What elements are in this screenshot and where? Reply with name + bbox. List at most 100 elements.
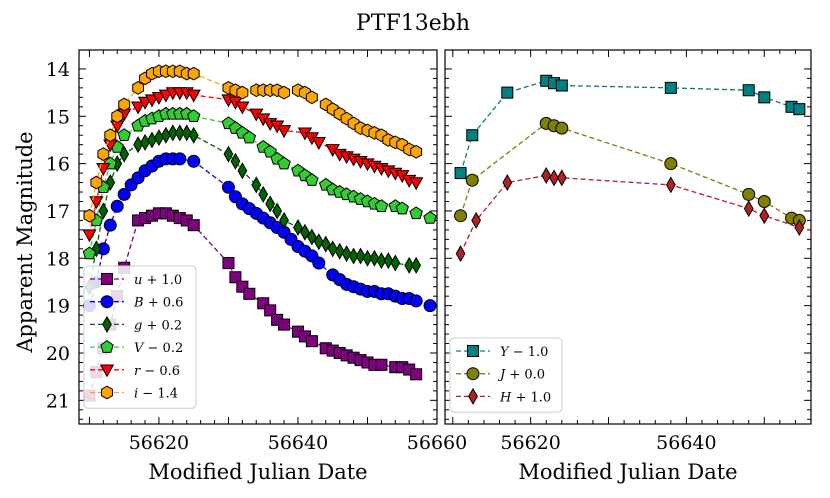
data-point (502, 174, 513, 192)
data-point (257, 297, 270, 310)
legend-marker (100, 340, 114, 353)
data-point (154, 129, 164, 147)
legend-marker (100, 272, 114, 286)
x-tick-label: 56620 (500, 432, 560, 454)
data-point (313, 233, 324, 251)
legend-label: H + 1.0 (499, 390, 551, 405)
data-point (409, 177, 424, 191)
legend-item-v-0-2: V − 0.2 (90, 340, 183, 356)
optical-legend: u + 1.0 B + 0.6 g + 0.2 V − 0.2 r − 0.6 i − 1… (83, 265, 197, 409)
x-tick-label: 56640 (656, 432, 716, 454)
data-point (251, 176, 262, 194)
data-point (133, 136, 143, 154)
data-point (293, 219, 303, 237)
data-point (118, 97, 131, 112)
series-i-1-4 (83, 64, 423, 223)
data-point (758, 91, 771, 104)
data-point (278, 318, 291, 331)
data-point (187, 219, 200, 232)
y-tick-label: 17 (46, 201, 70, 223)
infrared-x-axis-label: Modified Julian Date (518, 460, 737, 484)
data-point (83, 208, 96, 223)
legend-label: Y − 1.0 (500, 345, 548, 360)
chart-title: PTF13ebh (356, 11, 470, 36)
y-tick-label: 15 (46, 106, 70, 128)
infrared-frame (444, 49, 812, 425)
data-point (82, 229, 97, 243)
data-point (664, 157, 678, 171)
data-point (743, 200, 754, 218)
data-point (334, 242, 345, 260)
y-axis-label: Apparent Magnitude (13, 131, 37, 353)
data-point (111, 109, 124, 124)
legend-item-b-0-6: B + 0.6 (90, 295, 183, 311)
data-point (793, 103, 806, 116)
data-point (327, 240, 338, 258)
y-tick-label: 18 (46, 248, 70, 270)
data-point (140, 133, 150, 151)
data-point (471, 211, 482, 229)
data-point (263, 144, 277, 158)
data-point (555, 121, 569, 135)
legend-marker (466, 344, 480, 358)
legend-item-g-0-2: g + 0.2 (90, 315, 182, 333)
data-point (555, 79, 568, 92)
data-point (167, 124, 178, 142)
x-tick-label: 56640 (268, 432, 328, 454)
data-point (348, 247, 359, 265)
data-point (230, 152, 241, 170)
data-point (117, 128, 131, 141)
data-point (369, 249, 380, 267)
data-point (541, 166, 552, 184)
legend-marker (102, 315, 112, 333)
data-point (97, 147, 110, 162)
data-point (104, 128, 117, 143)
legend-item-y-1-0: Y − 1.0 (456, 344, 548, 360)
legend-label: i − 1.4 (134, 387, 178, 402)
optical-x-axis-label: Modified Julian Date (148, 460, 367, 484)
data-point (549, 169, 559, 187)
legend-label: g + 0.2 (134, 318, 182, 333)
data-point (272, 202, 283, 220)
data-point (794, 219, 805, 237)
data-point (759, 207, 770, 225)
data-point (82, 246, 97, 260)
data-point (409, 294, 423, 308)
optical-panel: 56620 56640 56660 14 15 16 17 18 19 20 21 Modified … (46, 49, 467, 484)
data-point (98, 202, 109, 220)
data-point (454, 167, 467, 180)
data-point (90, 175, 103, 190)
data-point (223, 145, 234, 163)
data-point (501, 86, 514, 99)
legend-marker (101, 385, 113, 400)
y-tick-label: 20 (46, 343, 70, 365)
data-point (311, 137, 326, 150)
data-point (312, 256, 326, 270)
data-point (174, 124, 185, 142)
data-point (305, 90, 318, 105)
data-point (465, 173, 479, 187)
data-point (265, 195, 276, 213)
series-v-0-2 (82, 106, 437, 260)
legend-marker (466, 367, 480, 381)
data-point (221, 180, 235, 194)
data-point (130, 101, 146, 115)
legend-item-r-0-6: r − 0.6 (90, 364, 180, 379)
data-point (300, 223, 310, 241)
data-point (277, 156, 291, 170)
data-point (374, 199, 389, 212)
optical-frame (78, 49, 438, 425)
data-point (188, 126, 199, 144)
legend-label: u + 1.0 (134, 273, 182, 288)
series-y-1-0 (454, 74, 806, 180)
data-point (117, 187, 131, 201)
data-point (383, 252, 394, 270)
legend-item-u-1-0: u + 1.0 (90, 272, 182, 288)
data-point (242, 130, 257, 144)
data-point (229, 271, 242, 284)
data-point (355, 247, 366, 265)
data-point (147, 131, 157, 149)
data-point (376, 252, 387, 270)
legend-label: V − 0.2 (134, 341, 183, 356)
data-point (454, 209, 468, 223)
